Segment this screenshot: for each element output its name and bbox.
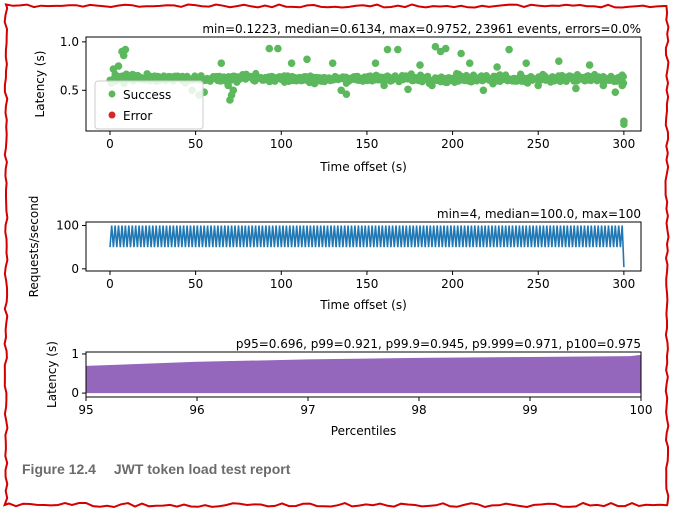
x-tick-label: 300 (612, 137, 635, 151)
success-outlier-point (505, 45, 513, 54)
success-outlier-point (121, 45, 130, 54)
plot-frame (85, 351, 642, 398)
percentile-area (86, 354, 641, 394)
x-tick-label: 250 (527, 277, 550, 291)
x-tick-label: 200 (441, 137, 464, 151)
success-outlier-point (534, 81, 542, 90)
success-outlier-point (493, 63, 501, 71)
rps-series-line (109, 225, 625, 268)
y-tick-label: 100 (56, 218, 79, 232)
success-outlier-point (431, 42, 440, 51)
x-tick-label: 150 (355, 137, 378, 151)
x-tick-label: 100 (270, 277, 293, 291)
x-axis-label: Percentiles (331, 424, 396, 438)
y-tick-label: 0 (71, 386, 79, 400)
y-tick-label: 0 (71, 262, 79, 276)
success-outlier-point (416, 61, 424, 69)
legend-error-marker (108, 111, 116, 119)
success-outlier-point (265, 44, 274, 53)
chart-title: min=0.1223, median=0.6134, max=0.9752, 2… (202, 22, 641, 36)
success-outlier-point (441, 44, 450, 53)
success-outlier-point (383, 45, 392, 54)
requests-per-second-chart: 0 50 100 150 200 250 300 0 100 min=4, median=100.… (27, 196, 642, 312)
success-outlier-point (457, 49, 465, 58)
chart-legend: Success Error (94, 80, 204, 130)
legend-success-label: Success (123, 88, 171, 102)
chart-title: p95=0.696, p99=0.921, p99.9=0.945, p9.99… (236, 337, 641, 351)
figure-title: JWT token load test report (113, 461, 291, 477)
success-point (619, 73, 628, 81)
success-outlier-point (522, 59, 530, 67)
y-tick-label: 1 (71, 347, 79, 361)
success-outlier-point (114, 62, 123, 70)
success-outlier-point (342, 90, 351, 98)
success-outlier-point (404, 85, 412, 94)
latency-scatter-chart: 0 50 100 150 200 250 300 0.5 1.0 min=0.1223, medi… (33, 22, 642, 174)
success-outlier-point (555, 57, 563, 65)
success-outlier-point (572, 84, 580, 93)
x-tick-label: 0 (106, 137, 114, 151)
x-tick-label: 0 (106, 277, 114, 291)
x-tick-label: 100 (270, 137, 293, 151)
x-tick-label: 98 (411, 403, 426, 417)
chart-title: min=4, median=100.0, max=100 (437, 207, 641, 221)
x-tick-label: 50 (188, 277, 203, 291)
success-outlier-point (428, 81, 436, 90)
success-outlier-point (479, 86, 488, 95)
torn-border (2, 3, 670, 509)
success-outlier-point (618, 81, 626, 90)
success-outlier-point (394, 45, 402, 54)
legend-error-label: Error (123, 109, 152, 123)
x-axis-label: Time offset (s) (319, 160, 407, 174)
success-outlier-point (371, 59, 380, 67)
success-outlier-point (620, 120, 628, 128)
figure-number: Figure 12.4 (22, 461, 96, 477)
y-tick-label: 0.5 (60, 83, 79, 97)
success-outlier-point (585, 61, 594, 69)
x-tick-label: 200 (441, 277, 464, 291)
success-outlier-point (229, 86, 238, 95)
figure-caption: Figure 12.4 JWT token load test report (22, 461, 290, 477)
y-axis-label: Latency (s) (33, 51, 47, 118)
success-outlier-point (287, 59, 296, 67)
success-outlier-point (217, 59, 226, 67)
x-tick-label: 96 (189, 403, 204, 417)
success-outlier-point (303, 55, 311, 64)
x-axis-label: Time offset (s) (319, 298, 407, 312)
success-outlier-point (465, 59, 474, 67)
success-outlier-point (224, 81, 232, 90)
x-tick-label: 300 (612, 277, 635, 291)
x-tick-label: 97 (300, 403, 315, 417)
y-axis-label: Requests/second (27, 196, 41, 298)
success-outlier-point (328, 59, 337, 67)
x-tick-label: 100 (630, 403, 653, 417)
success-outlier-point (119, 51, 128, 60)
success-outlier-point (274, 44, 282, 53)
percentile-latency-chart: 95 96 97 98 99 100 0 1 p95=0.696, p99=0.921, p99… (45, 337, 652, 438)
legend-success-marker (108, 90, 116, 98)
success-outlier-point (337, 86, 346, 95)
success-outlier-point (611, 88, 620, 96)
plot-frame (85, 36, 642, 132)
x-tick-label: 95 (78, 403, 93, 417)
x-tick-label: 250 (527, 137, 550, 151)
x-tick-label: 150 (355, 277, 378, 291)
y-axis-label: Latency (s) (45, 341, 59, 408)
plot-frame (85, 221, 642, 272)
x-tick-label: 50 (188, 137, 203, 151)
success-outlier-point (380, 81, 388, 90)
y-tick-label: 1.0 (60, 35, 79, 49)
legend-box (94, 80, 204, 130)
x-tick-label: 99 (522, 403, 537, 417)
success-outlier-point (599, 81, 608, 90)
